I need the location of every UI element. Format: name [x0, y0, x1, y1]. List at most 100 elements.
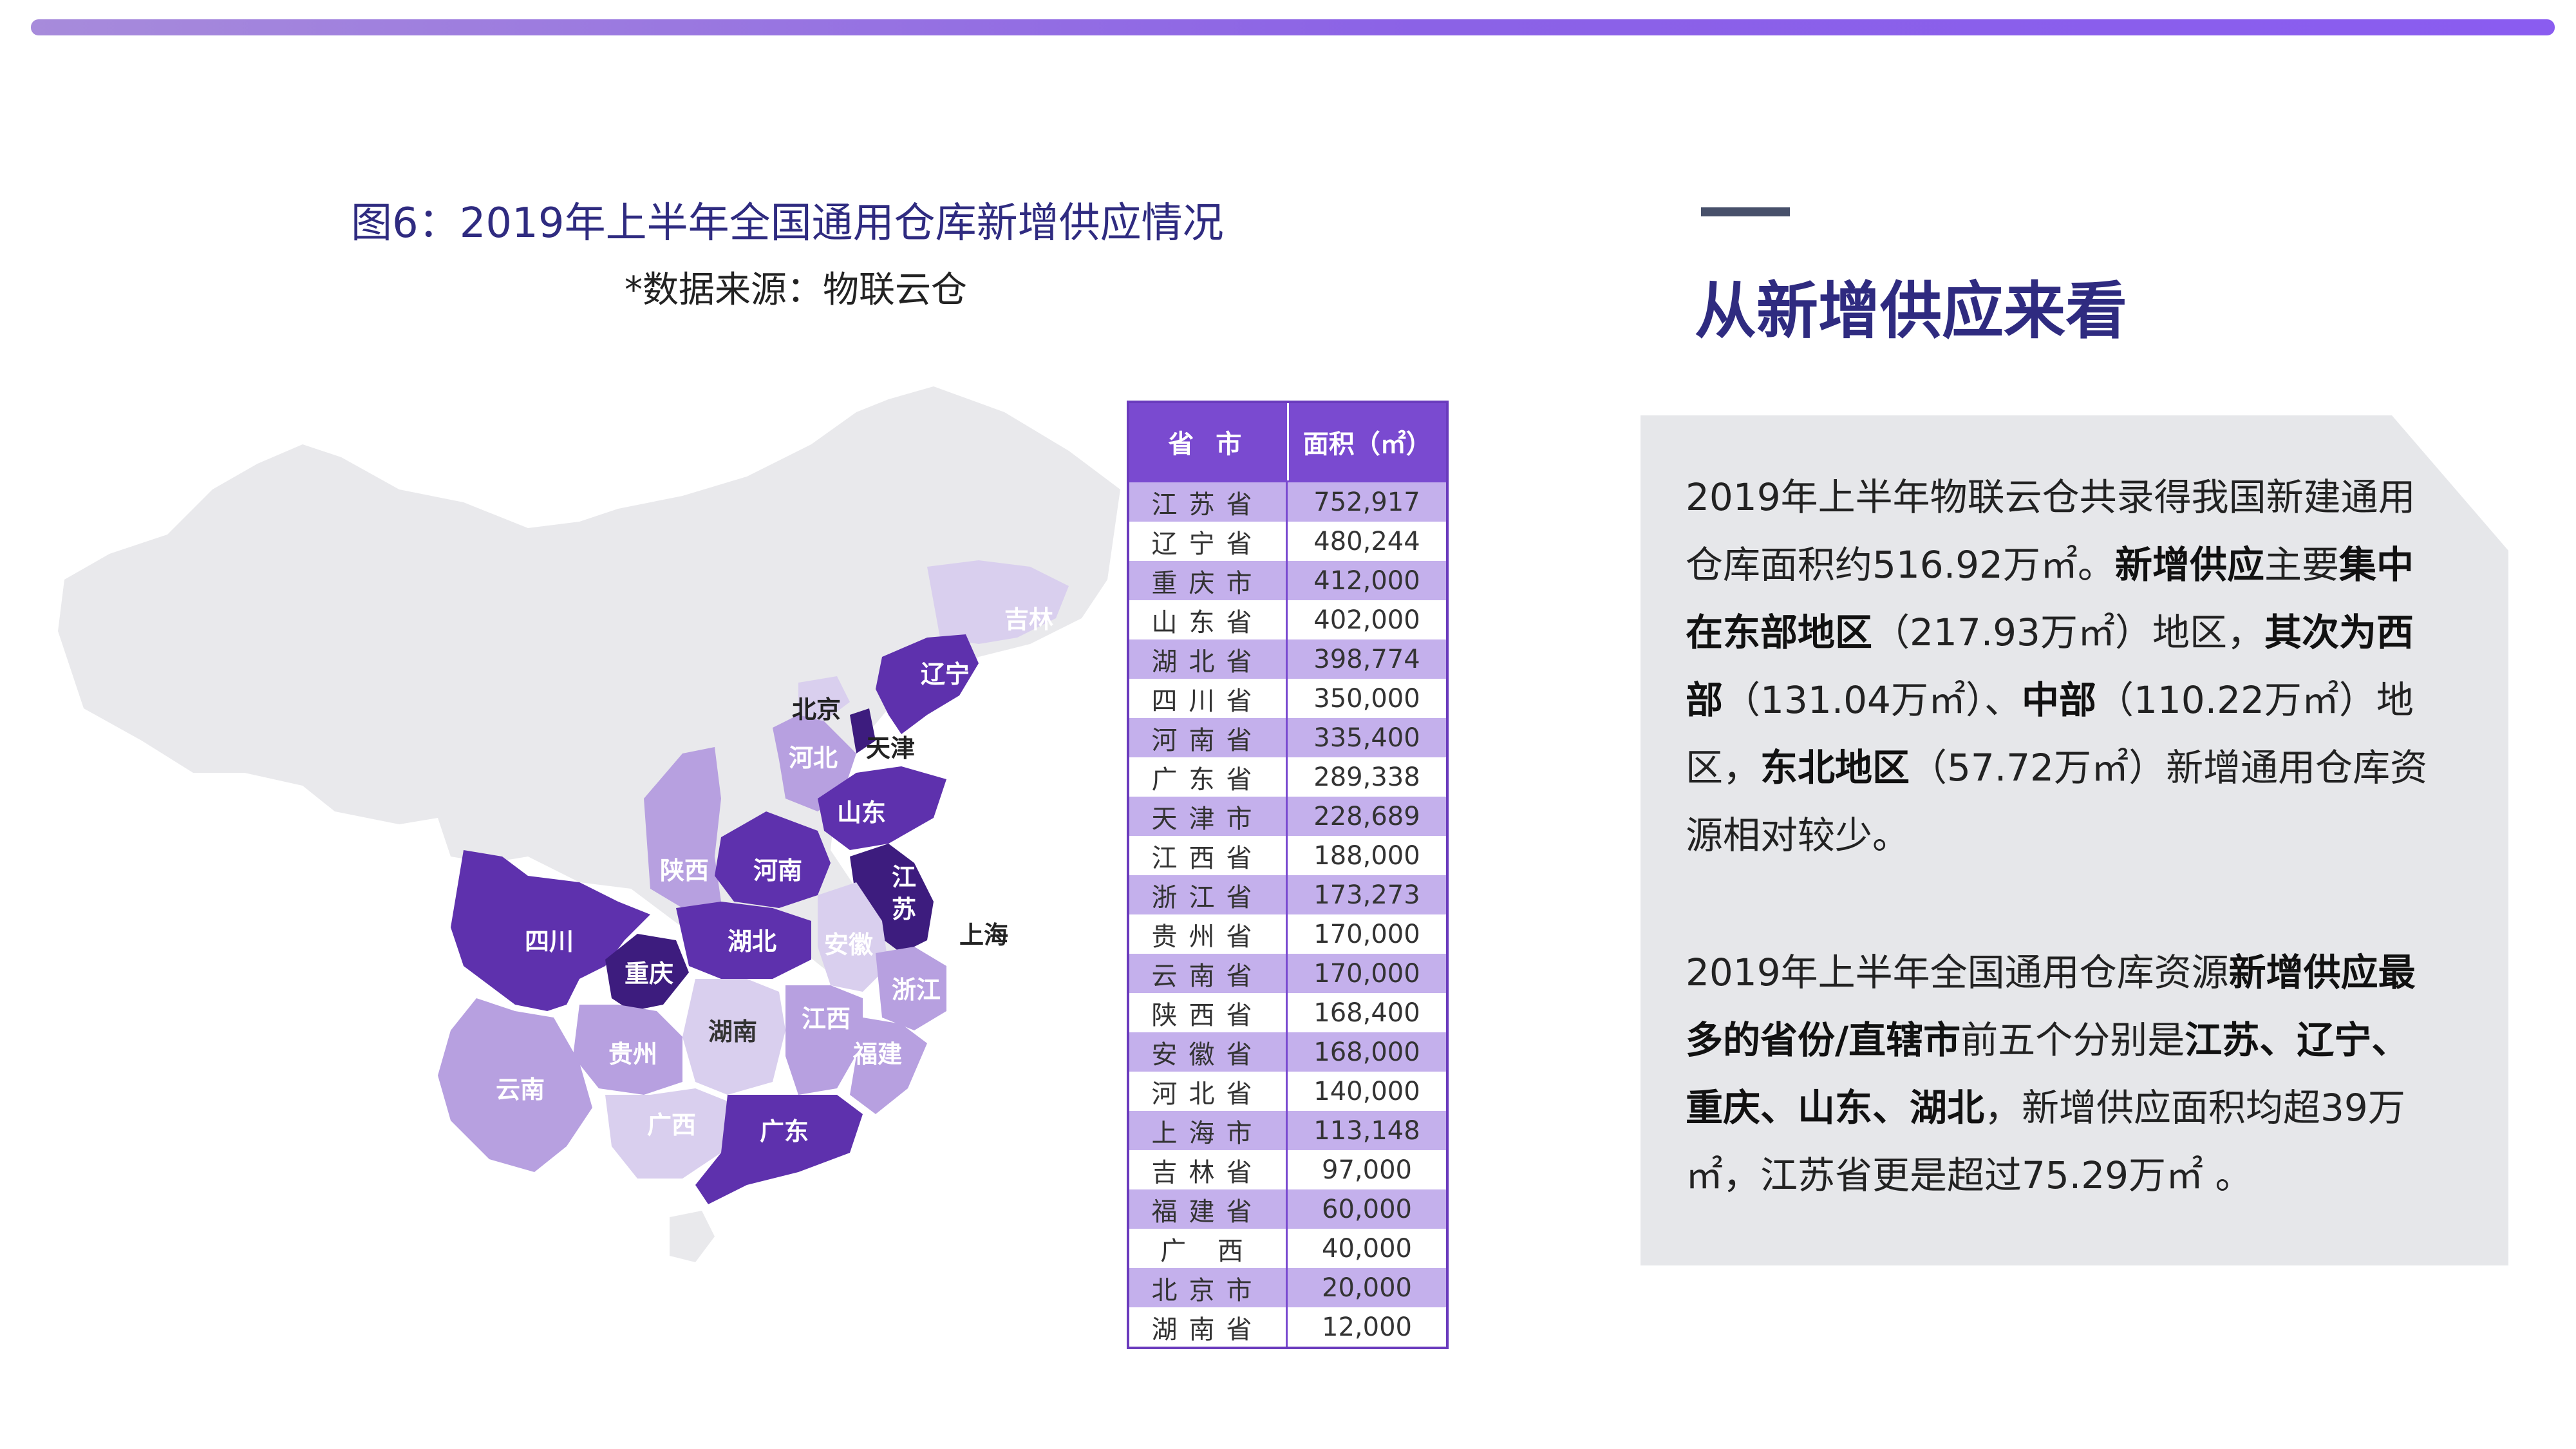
label-hubei: 湖北: [728, 927, 776, 956]
row-area: 40,000: [1322, 1233, 1412, 1264]
row-area: 402,000: [1313, 605, 1420, 635]
panel-heading: 从新增供应来看: [1695, 275, 2127, 347]
row-area: 173,273: [1313, 880, 1420, 910]
table-row: 四川省 350,000: [1129, 679, 1446, 718]
paragraph-segment: 其次为西部: [1686, 611, 2414, 722]
table-row: 江西省 188,000: [1129, 836, 1446, 875]
row-province: 安徽省: [1129, 1032, 1288, 1072]
label-zhejiang: 浙江: [892, 976, 941, 1004]
row-area: 412,000: [1313, 565, 1420, 596]
label-henan: 河南: [753, 857, 802, 885]
label-fujian: 福建: [852, 1040, 902, 1068]
paragraph-segment: 江苏、辽宁、重庆、山东、湖北: [1686, 1018, 2409, 1130]
paragraph-segment: 新增供应: [2114, 543, 2264, 587]
label-yunnan: 云南: [496, 1075, 545, 1104]
hainan-region: [670, 1211, 715, 1262]
paragraph-segment: 东北地区: [1760, 746, 1910, 790]
row-area: 170,000: [1313, 919, 1420, 949]
table-row: 贵州省 170,000: [1129, 914, 1446, 954]
row-area: 752,917: [1313, 487, 1420, 517]
paragraph-1: 2019年上半年物联云仓共录得我国新建通用仓库面积约516.92万㎡。新增供应主…: [1686, 464, 2445, 869]
row-area: 12,000: [1322, 1312, 1412, 1342]
table-row: 山东省 402,000: [1129, 600, 1446, 639]
table-row: 安徽省 168,000: [1129, 1032, 1446, 1072]
row-area: 289,338: [1313, 762, 1420, 792]
paragraph-segment: 2019年上半年物联云仓共录得我国新建通用仓库面积约516.92万㎡。: [1686, 475, 2416, 587]
table-row: 重庆市 412,000: [1129, 561, 1446, 600]
table-row: 江苏省 752,917: [1129, 482, 1446, 522]
row-province: 福建省: [1129, 1189, 1288, 1229]
guizhou-region: [573, 1005, 682, 1095]
row-area: 335,400: [1313, 723, 1420, 753]
guangdong-region: [695, 1095, 863, 1204]
table-row: 福建省 60,000: [1129, 1189, 1446, 1229]
row-area: 398,774: [1313, 644, 1420, 674]
table-row: 陕西省 168,400: [1129, 993, 1446, 1032]
row-province: 广东省: [1129, 757, 1288, 797]
row-province: 重庆市: [1129, 561, 1288, 600]
figure-title: 图6：2019年上半年全国通用仓库新增供应情况: [351, 200, 1224, 247]
china-map: 吉林 辽宁 北京 天津 河北 山东 陕西 河南 江 苏 上海 四川 湖北 安徽 …: [0, 0, 1133, 1288]
table-row: 云南省 170,000: [1129, 954, 1446, 993]
hunan-region: [682, 979, 785, 1095]
header-area: 面积（㎡）: [1302, 430, 1432, 459]
table-row: 湖北省 398,774: [1129, 639, 1446, 679]
row-province: 吉林省: [1129, 1150, 1288, 1189]
paragraph-segment: 主要: [2264, 543, 2339, 587]
label-guangdong: 广东: [760, 1117, 809, 1146]
row-area: 113,148: [1313, 1115, 1420, 1146]
row-province: 浙江省: [1129, 875, 1288, 914]
row-province: 河北省: [1129, 1072, 1288, 1111]
table-row: 河南省 335,400: [1129, 718, 1446, 757]
paragraph-segment: （217.93万㎡）地区，: [1872, 611, 2264, 654]
row-province: 辽宁省: [1129, 522, 1288, 561]
paragraph-segment: （131.04万㎡）、: [1723, 678, 2022, 722]
row-province: 天津市: [1129, 797, 1288, 836]
row-province: 广 西: [1129, 1229, 1288, 1268]
header-province: 省 市: [1129, 403, 1289, 480]
label-shanghai: 上海: [959, 921, 1008, 949]
row-area: 168,400: [1313, 998, 1420, 1028]
table-row: 广东省 289,338: [1129, 757, 1446, 797]
hubei-region: [676, 902, 811, 979]
sichuan-region: [451, 850, 650, 1011]
guangxi-region: [605, 1088, 728, 1179]
table-row: 上海市 113,148: [1129, 1111, 1446, 1150]
label-shandong: 山东: [837, 799, 886, 827]
tianjin-region: [850, 708, 876, 753]
table-row: 浙江省 173,273: [1129, 875, 1446, 914]
top-accent-bar: [31, 19, 2555, 35]
anhui-region: [818, 882, 888, 992]
heading-dash: [1701, 207, 1790, 216]
paragraph-segment: ，新增供应面积均超39万㎡，江苏省更是超过75.29万㎡ 。: [1686, 1086, 2405, 1197]
label-sichuan: 四川: [525, 927, 574, 956]
henan-region: [715, 811, 831, 908]
zhejiang-region: [876, 947, 946, 1030]
table-body: 江苏省 752,917 辽宁省 480,244 重庆市 412,000 山东省 402,000…: [1129, 482, 1446, 1347]
paragraph-segment: 新增供应最多的省份/直辖市: [1686, 951, 2416, 1062]
row-province: 陕西省: [1129, 993, 1288, 1032]
row-province: 四川省: [1129, 679, 1288, 718]
liaoning-region: [876, 634, 979, 734]
paragraph-segment: 前五个分别是: [1960, 1018, 2185, 1062]
row-province: 贵州省: [1129, 914, 1288, 954]
row-province: 江苏省: [1129, 482, 1288, 522]
label-jiangsu-1: 江: [892, 863, 916, 891]
row-area: 350,000: [1313, 683, 1420, 714]
label-hunan: 湖南: [708, 1018, 757, 1046]
label-jiangxi: 江西: [802, 1005, 851, 1033]
table-header-separator: [1129, 480, 1446, 482]
label-shaanxi: 陕西: [660, 857, 709, 885]
chongqing-region: [605, 934, 689, 1011]
table-row: 湖南省 12,000: [1129, 1307, 1446, 1347]
fujian-region: [850, 1018, 927, 1114]
row-area: 188,000: [1313, 840, 1420, 871]
row-province: 江西省: [1129, 836, 1288, 875]
shaanxi-region: [644, 747, 721, 908]
row-area: 140,000: [1313, 1076, 1420, 1106]
row-area: 170,000: [1313, 958, 1420, 989]
row-area: 168,000: [1313, 1037, 1420, 1067]
row-province: 云南省: [1129, 954, 1288, 993]
label-chongqing: 重庆: [625, 960, 673, 988]
row-province: 湖南省: [1129, 1307, 1288, 1347]
